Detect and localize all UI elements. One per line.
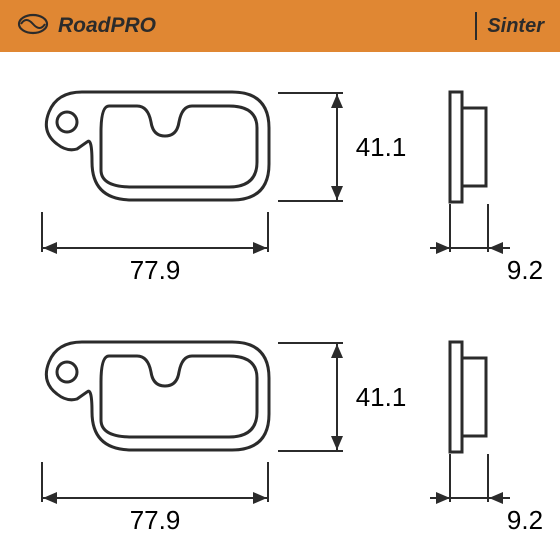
header-bar: RoadPRO Sinter bbox=[0, 0, 560, 52]
dim-line bbox=[43, 247, 267, 249]
pad-bottom-side bbox=[448, 340, 490, 454]
pad-top-front bbox=[37, 82, 277, 212]
pad-top-side bbox=[448, 90, 490, 204]
arrow-up-icon bbox=[331, 344, 343, 358]
header-divider bbox=[475, 12, 477, 40]
brand-text: RoadPRO bbox=[58, 14, 156, 38]
dim-tick bbox=[267, 462, 269, 502]
arrow-down-icon bbox=[331, 436, 343, 450]
dim-bot-height: 41.1 bbox=[350, 382, 412, 413]
dim-line bbox=[43, 497, 267, 499]
dim-tick bbox=[278, 200, 343, 202]
dim-bot-width: 77.9 bbox=[120, 505, 190, 536]
arrow-left-icon bbox=[489, 242, 503, 254]
arrow-right-icon bbox=[436, 242, 450, 254]
logo-icon bbox=[16, 12, 50, 41]
dim-bot-thick: 9.2 bbox=[500, 505, 550, 536]
arrow-down-icon bbox=[331, 186, 343, 200]
brand-block: RoadPRO bbox=[16, 12, 156, 41]
dim-line bbox=[336, 344, 338, 450]
dim-top-height: 41.1 bbox=[350, 132, 412, 163]
dim-top-thick: 9.2 bbox=[500, 255, 550, 286]
dim-tick bbox=[267, 212, 269, 252]
pad-bottom-front bbox=[37, 332, 277, 462]
brand-prefix: Road bbox=[58, 14, 111, 37]
arrow-right-icon bbox=[253, 242, 267, 254]
arrow-right-icon bbox=[436, 492, 450, 504]
category-label: Sinter bbox=[487, 15, 544, 38]
arrow-up-icon bbox=[331, 94, 343, 108]
arrow-left-icon bbox=[43, 242, 57, 254]
arrow-left-icon bbox=[489, 492, 503, 504]
diagram-area: 41.1 77.9 9.2 41.1 77.9 9.2 bbox=[0, 52, 560, 560]
dim-line bbox=[336, 94, 338, 200]
dim-top-width: 77.9 bbox=[120, 255, 190, 286]
brand-suffix: PRO bbox=[111, 14, 157, 37]
arrow-right-icon bbox=[253, 492, 267, 504]
arrow-left-icon bbox=[43, 492, 57, 504]
dim-tick bbox=[278, 450, 343, 452]
